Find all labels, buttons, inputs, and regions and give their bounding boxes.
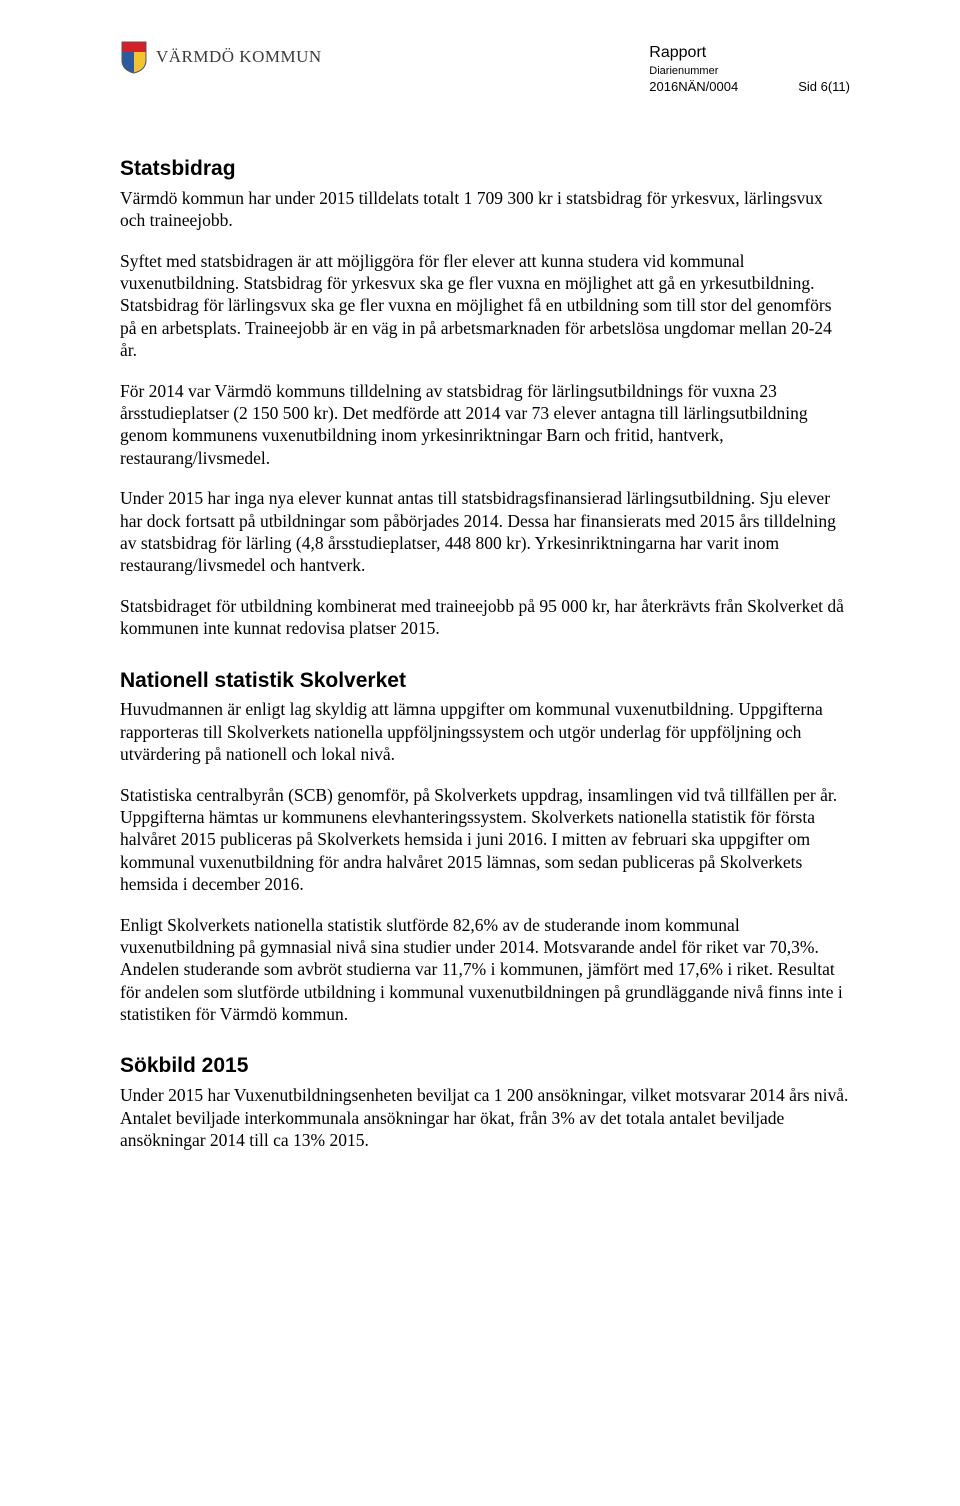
page-header: VÄRMDÖ KOMMUN Rapport Diarienummer 2016N…: [120, 40, 850, 96]
para: För 2014 var Värmdö kommuns tilldelning …: [120, 380, 850, 470]
para: Statsbidraget för utbildning kombinerat …: [120, 595, 850, 640]
diary-number: 2016NÄN/0004: [649, 78, 738, 96]
para: Enligt Skolverkets nationella statistik …: [120, 914, 850, 1026]
para: Värmdö kommun har under 2015 tilldelats …: [120, 187, 850, 232]
diary-label: Diarienummer: [649, 64, 850, 79]
brand: VÄRMDÖ KOMMUN: [120, 40, 322, 74]
doc-meta: Rapport Diarienummer 2016NÄN/0004 Sid 6(…: [649, 40, 850, 96]
page: VÄRMDÖ KOMMUN Rapport Diarienummer 2016N…: [0, 0, 960, 1506]
heading-statsbidrag: Statsbidrag: [120, 156, 850, 183]
doc-title: Rapport: [649, 42, 850, 64]
para: Huvudmannen är enligt lag skyldig att lä…: [120, 698, 850, 765]
page-number: Sid 6(11): [798, 78, 850, 96]
para: Syftet med statsbidragen är att möjliggö…: [120, 250, 850, 362]
para: Under 2015 har inga nya elever kunnat an…: [120, 487, 850, 577]
brand-name: VÄRMDÖ KOMMUN: [156, 47, 322, 67]
shield-icon: [120, 40, 148, 74]
para: Under 2015 har Vuxenutbildningsenheten b…: [120, 1084, 850, 1151]
content: Statsbidrag Värmdö kommun har under 2015…: [120, 156, 850, 1152]
para: Statistiska centralbyrån (SCB) genomför,…: [120, 784, 850, 896]
heading-nationell-statistik: Nationell statistik Skolverket: [120, 668, 850, 695]
heading-sokbild: Sökbild 2015: [120, 1053, 850, 1080]
